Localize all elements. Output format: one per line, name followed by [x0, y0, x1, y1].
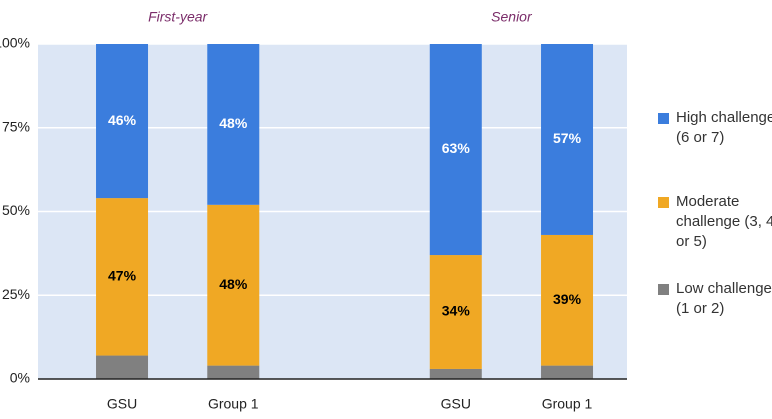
- bar-segment: [429, 368, 482, 379]
- bar-segment: [96, 198, 149, 356]
- data-label: 63%: [442, 140, 471, 156]
- legend-swatch: [658, 284, 669, 295]
- y-tick-label: 75%: [2, 118, 30, 134]
- y-tick-label: 100%: [0, 35, 30, 51]
- legend-item: High challenge (6 or 7): [658, 108, 772, 148]
- group-label: Senior: [491, 9, 533, 25]
- x-tick-label: GSU: [441, 396, 471, 412]
- data-label: 39%: [553, 291, 582, 307]
- bar-segment: [207, 44, 260, 205]
- legend-label: Low challenge (1 or 2): [676, 280, 772, 317]
- bar-segment: [541, 365, 594, 379]
- data-label: 34%: [442, 303, 471, 319]
- data-label: 48%: [219, 115, 248, 131]
- bar-segment: [207, 204, 260, 366]
- group-label: First-year: [148, 9, 208, 25]
- bar-segment: [541, 234, 594, 366]
- legend-item: Moderate challenge (3, 4, or 5): [658, 192, 772, 252]
- x-tick-label: GSU: [107, 396, 137, 412]
- bar-segment: [429, 44, 482, 256]
- y-tick-label: 25%: [2, 286, 30, 302]
- legend-label: High challenge (6 or 7): [676, 109, 772, 146]
- bar-segment: [96, 355, 149, 379]
- y-tick-label: 50%: [2, 202, 30, 218]
- x-tick-label: Group 1: [208, 396, 259, 412]
- data-label: 48%: [219, 276, 248, 292]
- data-label: 57%: [553, 130, 582, 146]
- x-tick-label: Group 1: [542, 396, 593, 412]
- bar-segment: [541, 44, 594, 235]
- legend-swatch: [658, 113, 669, 124]
- data-label: 46%: [108, 112, 137, 128]
- y-tick-label: 0%: [10, 370, 30, 386]
- bar-segment: [207, 365, 260, 379]
- legend-swatch: [658, 197, 669, 208]
- data-label: 47%: [108, 268, 137, 284]
- legend-item: Low challenge (1 or 2): [658, 279, 772, 319]
- bar-segment: [96, 44, 149, 199]
- bar-segment: [429, 255, 482, 369]
- legend-label: Moderate challenge (3, 4, or 5): [676, 193, 772, 250]
